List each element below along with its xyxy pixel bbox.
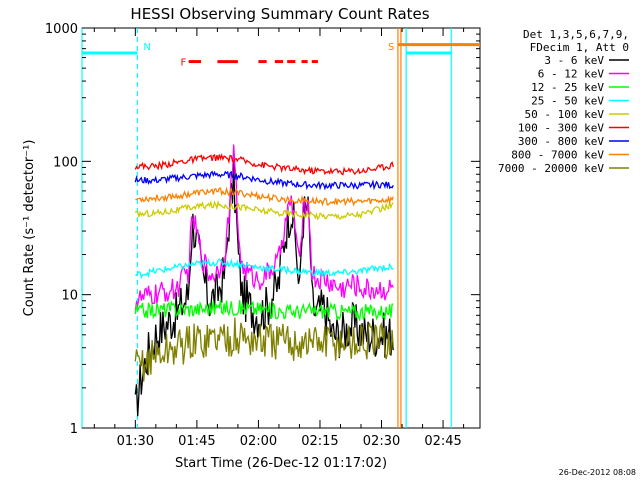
legend-entry-label: 3 - 6 keV (544, 54, 604, 67)
legend-entry-label: 300 - 800 keV (518, 135, 604, 148)
annotation-label-n: N (143, 42, 150, 53)
observing-annotations: N S F (81, 28, 480, 428)
x-tick-label: 02:45 (424, 434, 461, 449)
legend-header: FDecim 1, Att 0 (530, 41, 629, 54)
x-tick-label: 01:45 (178, 434, 215, 449)
legend: Det 1,3,5,6,7,9,FDecim 1, Att 03 - 6 keV… (498, 28, 629, 175)
series-line (134, 317, 394, 382)
annotation-label-s: S (388, 42, 394, 53)
y-tick-label: 10 (61, 289, 78, 304)
x-axis-label: Start Time (26-Dec-12 01:17:02) (175, 456, 387, 471)
series-line (134, 199, 394, 221)
legend-entry-label: 100 - 300 keV (518, 122, 604, 135)
x-tick-label: 02:15 (301, 434, 338, 449)
plot-frame (81, 27, 481, 429)
x-tick-label: 01:30 (117, 434, 154, 449)
legend-entry-label: 25 - 50 keV (531, 95, 604, 108)
chart-title: HESSI Observing Summary Count Rates (130, 5, 429, 23)
series-line (134, 299, 394, 322)
series-line (134, 170, 394, 191)
series-line (134, 152, 394, 176)
x-tick-label: 02:00 (240, 434, 277, 449)
legend-entry-label: 6 - 12 keV (538, 68, 605, 81)
annotation-label-f: F (180, 58, 186, 69)
series-line (134, 160, 394, 417)
y-tick-label: 100 (53, 155, 78, 170)
legend-entry-label: 800 - 7000 keV (511, 149, 604, 162)
legend-header: Det 1,3,5,6,7,9, (523, 28, 629, 41)
y-tick-label: 1000 (45, 22, 78, 37)
footer-timestamp: 26-Dec-2012 08:08 (559, 468, 636, 477)
y-tick-label: 1 (70, 422, 78, 437)
legend-entry-label: 12 - 25 keV (531, 81, 604, 94)
legend-entry-label: 7000 - 20000 keV (498, 162, 604, 175)
legend-entry-label: 50 - 100 keV (525, 108, 605, 121)
series-line (134, 144, 394, 311)
x-tick-label: 02:30 (363, 434, 400, 449)
y-axis-label: Count Rate (s⁻¹ detector⁻¹) (22, 140, 37, 317)
series-line (135, 258, 394, 280)
series-line (135, 186, 394, 207)
series-lines (134, 144, 394, 417)
axes: 01:30 01:45 02:00 02:15 02:30 02:45 1 10 100 1000 (45, 22, 480, 449)
